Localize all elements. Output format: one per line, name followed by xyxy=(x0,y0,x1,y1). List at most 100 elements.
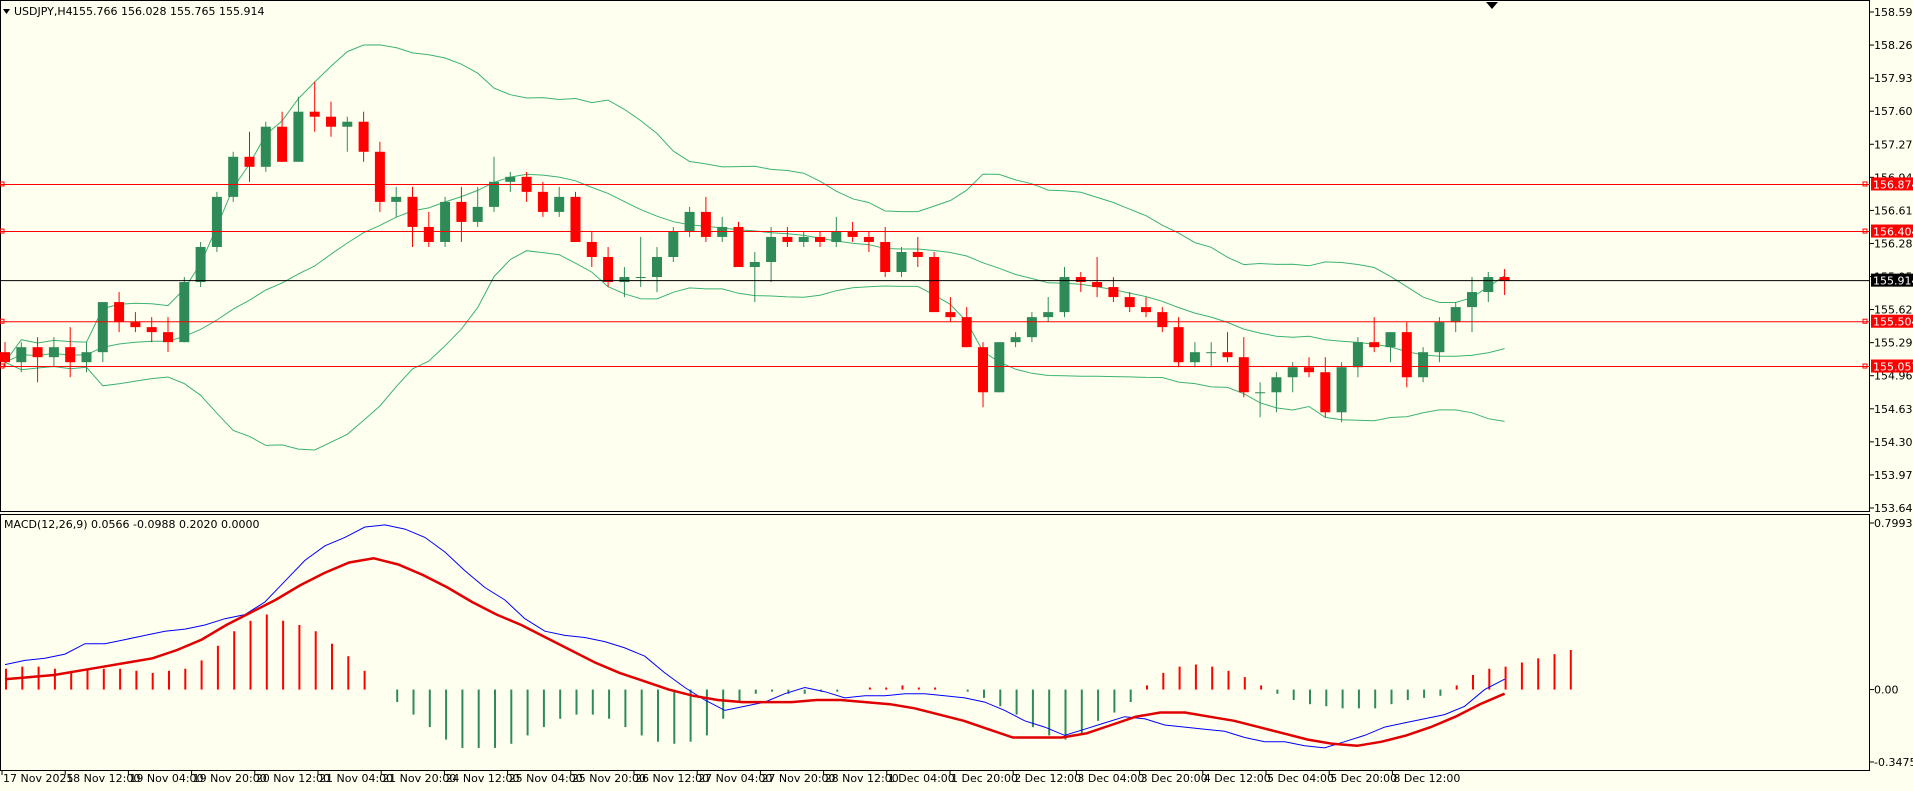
candle-bear xyxy=(65,347,76,363)
candle-bull xyxy=(228,156,239,197)
time-tick-label: 4 Dec 12:00 xyxy=(1204,772,1271,785)
current-price-label: 155.914 xyxy=(1873,275,1913,288)
time-tick-label: 25 Nov 04:00 xyxy=(509,772,583,785)
macd-label: MACD(12,26,9) 0.0566 -0.0988 0.2020 0.00… xyxy=(4,518,259,531)
chart-ohlc: 155.766 156.028 155.765 155.914 xyxy=(72,5,264,18)
candle-bull xyxy=(1059,277,1070,313)
candle-bear xyxy=(782,236,793,242)
candle-bear xyxy=(847,231,858,237)
time-tick-label: 20 Nov 12:00 xyxy=(256,772,330,785)
candle-bear xyxy=(0,352,10,363)
time-tick-label: 19 Nov 04:00 xyxy=(129,772,203,785)
price-levels: 156.874 156.404 155.504 155.057 155.914 xyxy=(0,177,1913,374)
time-tick-label: 19 Nov 20:00 xyxy=(193,772,267,785)
price-level-handle[interactable] xyxy=(1862,318,1868,324)
candle-bull xyxy=(1026,317,1037,338)
chart-shift-marker[interactable] xyxy=(1486,2,1498,9)
candle-bull xyxy=(1418,352,1429,378)
price-tick-label: 157.605 xyxy=(1874,105,1913,118)
bollinger-middle-line xyxy=(4,173,1505,363)
candle-bear xyxy=(114,302,125,323)
price-level-handle[interactable] xyxy=(0,363,5,369)
candle-bear xyxy=(130,322,141,328)
candle-bull xyxy=(619,277,630,283)
macd-signal-line xyxy=(4,557,1506,748)
candle-bull xyxy=(293,111,304,162)
macd-line xyxy=(4,524,1505,749)
price-level-handle[interactable] xyxy=(1862,363,1868,369)
candle-bear xyxy=(700,211,711,237)
main-panel-frame xyxy=(0,0,1870,512)
price-tick-label: 154.635 xyxy=(1874,403,1913,416)
time-tick-label: 18 Nov 12:00 xyxy=(66,772,140,785)
candle-bull xyxy=(1206,352,1217,354)
candle-bear xyxy=(163,332,173,343)
candle-bear xyxy=(1238,357,1249,393)
macd-tick-label: 0.00 xyxy=(1874,684,1899,697)
candle-bull xyxy=(81,352,92,363)
time-tick-label: 21 Nov 20:00 xyxy=(382,772,456,785)
price-level-handle[interactable] xyxy=(0,318,5,324)
candle-bear xyxy=(570,196,581,242)
price-tick-label: 158.265 xyxy=(1874,39,1913,52)
price-level-handle[interactable] xyxy=(0,228,5,234)
price-level-label: 155.057 xyxy=(1873,361,1913,374)
candle-bull xyxy=(994,342,1005,393)
candle-bear xyxy=(815,236,825,242)
candle-bull xyxy=(1287,367,1298,378)
candle-bull xyxy=(179,282,190,343)
candle-bull xyxy=(48,347,59,358)
candle-bull xyxy=(97,302,108,353)
time-tick-label: 8 Dec 12:00 xyxy=(1393,772,1460,785)
candle-bear xyxy=(407,196,418,227)
macd-plot xyxy=(4,524,1572,749)
candle-bull xyxy=(342,121,353,127)
candle-bull xyxy=(1189,352,1200,363)
candle-bear xyxy=(244,156,255,167)
time-tick-label: 5 Dec 04:00 xyxy=(1267,772,1334,785)
candle-bear xyxy=(978,347,988,393)
candle-bear xyxy=(1320,372,1331,413)
price-tick-label: 158.595 xyxy=(1874,6,1913,19)
candle-bull xyxy=(668,231,679,257)
time-tick-label: 17 Nov 2025 xyxy=(3,772,73,785)
macd-axis: 0.7993 0.00 -0.3475 xyxy=(1870,517,1913,769)
time-tick-label: 3 Dec 04:00 xyxy=(1077,772,1144,785)
price-level-handle[interactable] xyxy=(1862,181,1868,187)
candle-bull xyxy=(260,126,271,167)
price-tick-label: 155.625 xyxy=(1874,304,1913,317)
symbol-menu-icon[interactable] xyxy=(3,9,10,14)
candle-bull xyxy=(1434,322,1445,353)
candle-bear xyxy=(733,226,744,268)
candle-bull xyxy=(1450,307,1461,323)
candle-bear xyxy=(1108,287,1119,298)
candle-bear xyxy=(1124,297,1135,308)
time-tick-label: 3 Dec 20:00 xyxy=(1141,772,1208,785)
price-tick-label: 157.935 xyxy=(1874,72,1913,85)
price-level-handle[interactable] xyxy=(0,181,5,187)
price-level-tag xyxy=(1871,177,1913,191)
price-tick-label: 157.275 xyxy=(1874,138,1913,151)
price-level-label: 156.874 xyxy=(1873,178,1913,191)
candle-bull xyxy=(489,181,499,207)
candle-bear xyxy=(880,241,891,273)
price-tick-label: 154.305 xyxy=(1874,436,1913,449)
candle-bear xyxy=(961,317,972,348)
chart-symbol: USDJPY,H4 xyxy=(14,5,73,18)
candle-bull xyxy=(798,236,809,242)
candle-bear xyxy=(374,151,385,202)
candle-bull xyxy=(652,256,662,278)
candle-bull xyxy=(16,347,27,363)
candle-bull xyxy=(831,231,842,242)
price-level-handle[interactable] xyxy=(1862,228,1868,234)
candle-bear xyxy=(423,226,434,242)
candle-bear xyxy=(146,327,157,333)
candle-bear xyxy=(929,256,940,313)
time-tick-label: 28 Nov 12:00 xyxy=(825,772,899,785)
candle-bull xyxy=(1336,367,1347,413)
time-tick-label: 2 Dec 12:00 xyxy=(1014,772,1081,785)
time-tick-label: 21 Nov 04:00 xyxy=(319,772,393,785)
candle-bear xyxy=(1401,332,1412,378)
